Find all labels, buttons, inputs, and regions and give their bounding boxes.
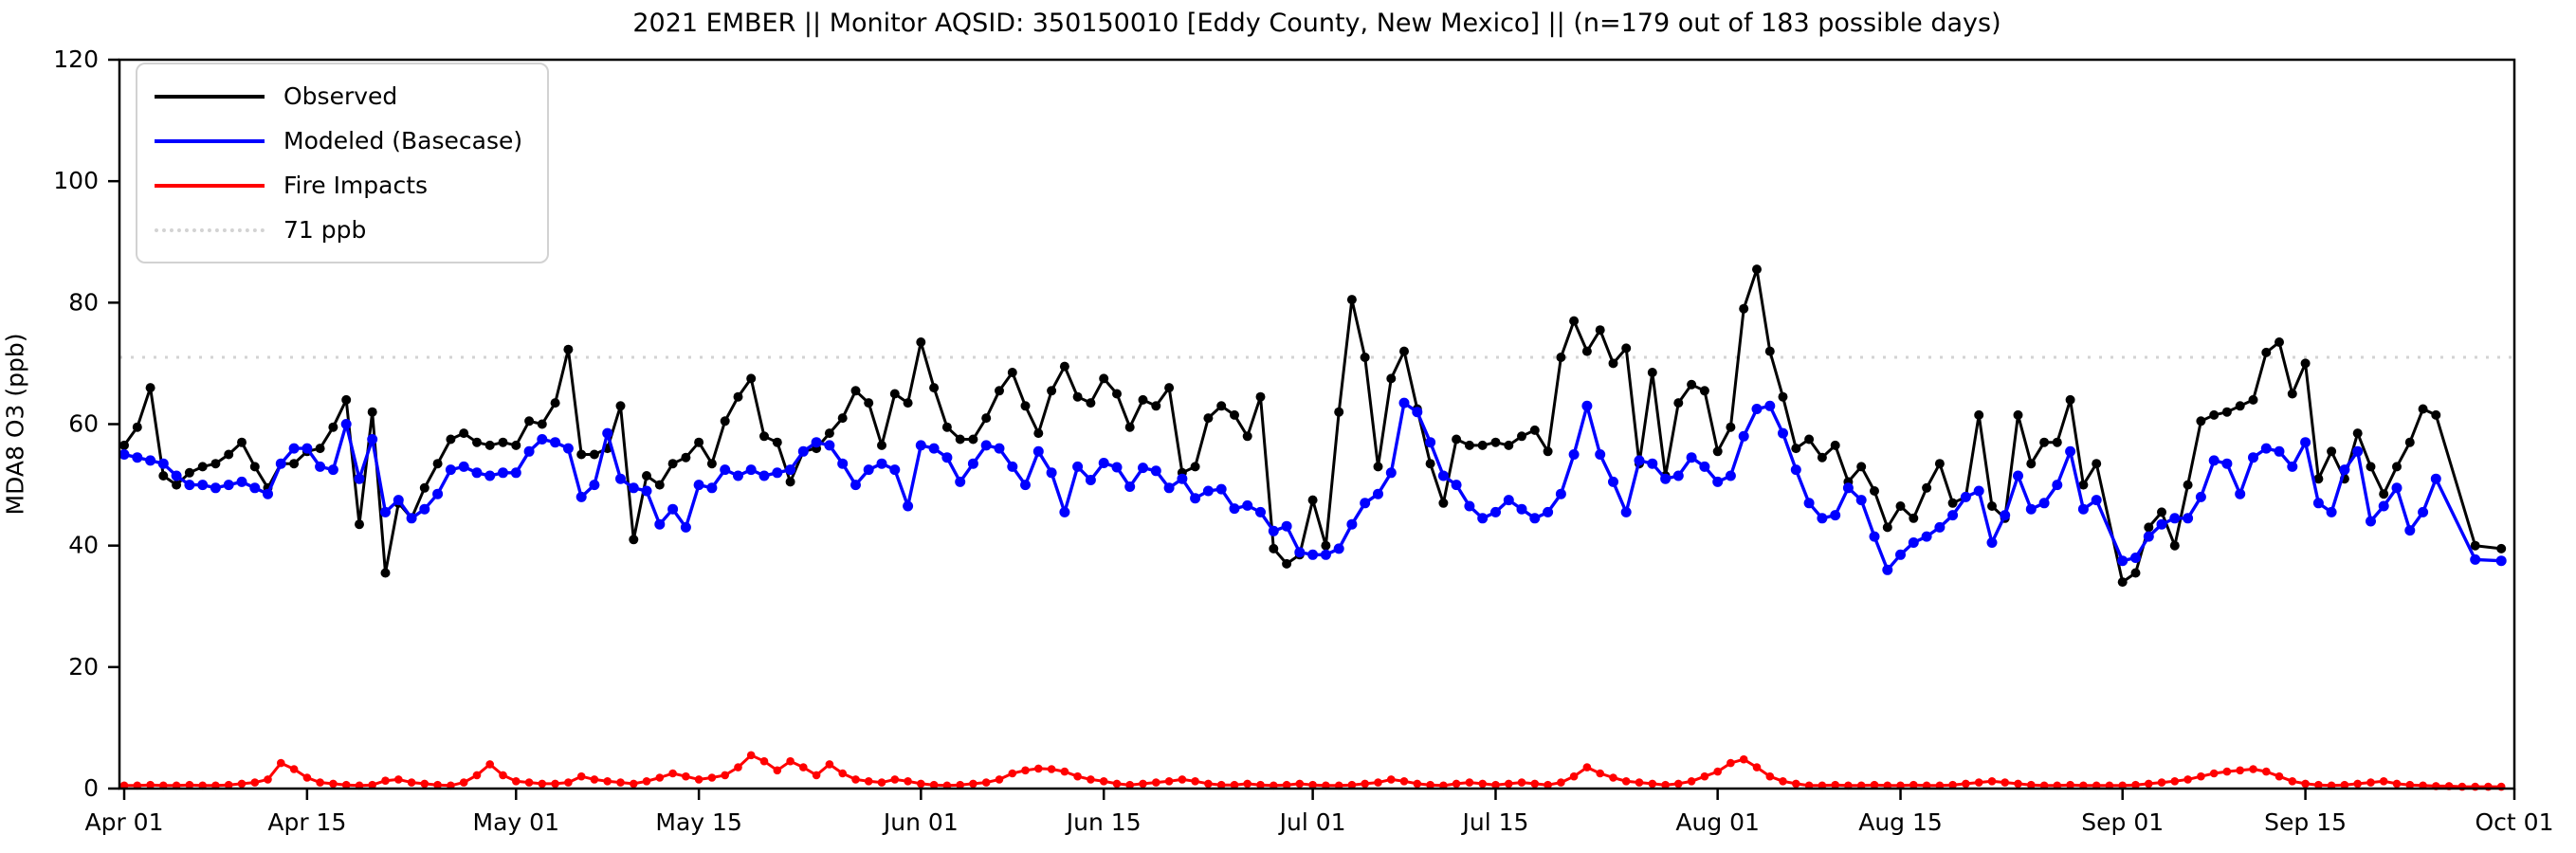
svg-text:Jun 15: Jun 15 bbox=[1065, 808, 1142, 836]
svg-text:Sep 15: Sep 15 bbox=[2264, 808, 2347, 836]
legend-label: Modeled (Basecase) bbox=[283, 127, 523, 154]
legend-item-71ppb: 71 ppb bbox=[155, 208, 522, 252]
chart-title: 2021 EMBER || Monitor AQSID: 350150010 [… bbox=[632, 9, 2001, 38]
svg-text:Jul 15: Jul 15 bbox=[1461, 808, 1529, 836]
modeled-line-swatch bbox=[155, 138, 265, 143]
legend-item-observed: Observed bbox=[155, 74, 522, 118]
fire-line-swatch bbox=[155, 183, 265, 188]
svg-text:60: 60 bbox=[68, 410, 99, 438]
legend-label: 71 ppb bbox=[283, 216, 367, 244]
svg-text:May 15: May 15 bbox=[655, 808, 741, 836]
legend: Observed Modeled (Basecase) Fire Impacts… bbox=[136, 63, 550, 263]
svg-text:Apr 15: Apr 15 bbox=[267, 808, 346, 836]
legend-label: Fire Impacts bbox=[283, 172, 429, 199]
svg-text:0: 0 bbox=[83, 774, 99, 802]
svg-text:Jun 01: Jun 01 bbox=[882, 808, 959, 836]
svg-text:Aug 15: Aug 15 bbox=[1858, 808, 1943, 836]
threshold-line-swatch bbox=[155, 227, 265, 232]
svg-text:Oct 01: Oct 01 bbox=[2476, 808, 2554, 836]
legend-item-fire: Fire Impacts bbox=[155, 163, 522, 208]
svg-text:120: 120 bbox=[53, 45, 99, 73]
svg-text:80: 80 bbox=[68, 288, 99, 316]
observed-line-swatch bbox=[155, 94, 265, 99]
svg-text:Apr 01: Apr 01 bbox=[84, 808, 163, 836]
svg-text:100: 100 bbox=[53, 167, 99, 194]
legend-item-modeled: Modeled (Basecase) bbox=[155, 118, 522, 163]
svg-text:Sep 01: Sep 01 bbox=[2081, 808, 2164, 836]
svg-text:Jul 01: Jul 01 bbox=[1278, 808, 1346, 836]
svg-text:20: 20 bbox=[68, 653, 99, 681]
legend-label: Observed bbox=[283, 82, 398, 110]
svg-text:Aug 01: Aug 01 bbox=[1675, 808, 1760, 836]
svg-text:40: 40 bbox=[68, 532, 99, 559]
svg-text:May 01: May 01 bbox=[473, 808, 559, 836]
